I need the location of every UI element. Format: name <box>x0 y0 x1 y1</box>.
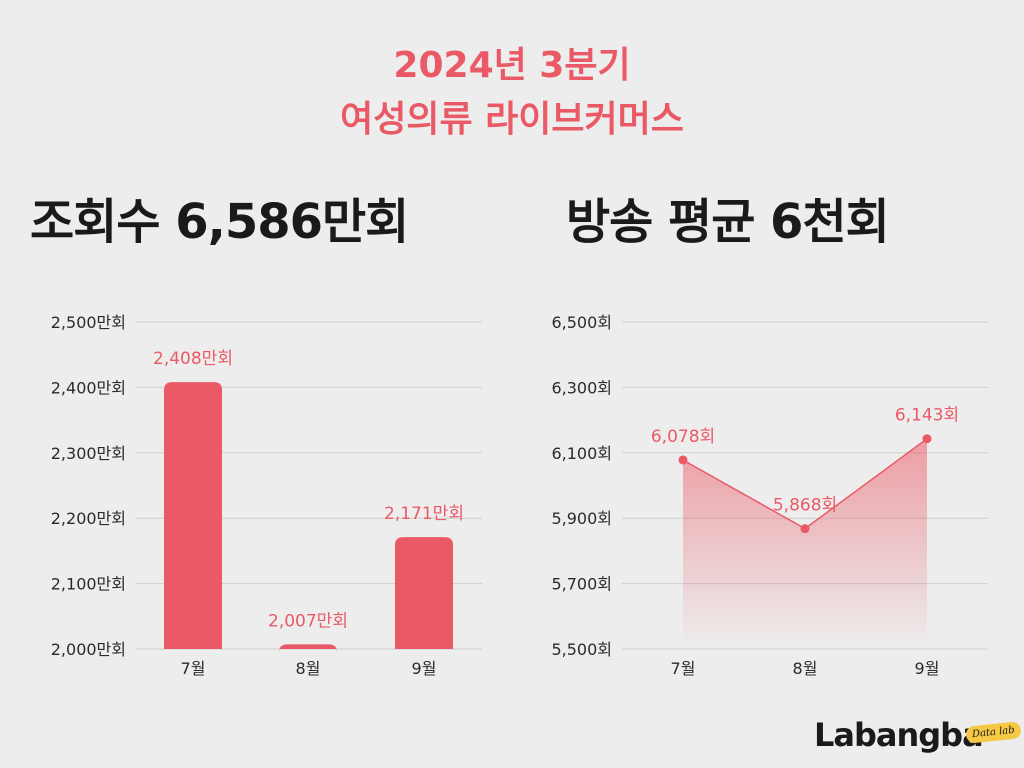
data-point <box>800 524 810 534</box>
y-tick-label: 6,100회 <box>551 444 612 463</box>
y-tick-label: 2,000만회 <box>51 640 126 659</box>
x-tick-label: 8월 <box>296 659 321 678</box>
data-point <box>678 455 688 465</box>
bar <box>395 537 453 649</box>
x-tick-label: 9월 <box>412 659 437 678</box>
y-tick-label: 6,500회 <box>551 313 612 332</box>
y-tick-label: 5,900회 <box>551 509 612 528</box>
title-line-2: 여성의류 라이브커머스 <box>340 99 684 140</box>
labangba-logo: Labangba <box>814 716 984 754</box>
bar-value-label: 2,171만회 <box>384 504 464 524</box>
y-tick-label: 2,200만회 <box>51 509 126 528</box>
bar-value-label: 2,007만회 <box>268 611 348 631</box>
bar <box>164 382 222 649</box>
y-tick-label: 2,500만회 <box>51 313 126 332</box>
y-tick-label: 2,400만회 <box>51 378 126 397</box>
title-line-1: 2024년 3분기 <box>393 45 631 86</box>
bar <box>279 644 337 653</box>
point-value-label: 6,143회 <box>895 406 959 426</box>
x-tick-label: 9월 <box>915 659 940 678</box>
x-tick-label: 8월 <box>793 659 818 678</box>
point-value-label: 6,078회 <box>651 427 715 447</box>
y-tick-label: 2,100만회 <box>51 575 126 594</box>
y-tick-label: 5,700회 <box>551 575 612 594</box>
views-headline: 조회수 6,586만회 <box>30 194 409 250</box>
point-value-label: 5,868회 <box>773 496 837 516</box>
y-tick-label: 2,300만회 <box>51 444 126 463</box>
data-point <box>922 434 932 444</box>
broadcast-average-headline: 방송 평균 6천회 <box>566 194 890 250</box>
x-tick-label: 7월 <box>181 659 206 678</box>
y-tick-label: 6,300회 <box>551 378 612 397</box>
bar-value-label: 2,408만회 <box>153 349 233 369</box>
y-tick-label: 5,500회 <box>551 640 612 659</box>
area-fill <box>683 438 927 649</box>
x-tick-label: 7월 <box>671 659 696 678</box>
